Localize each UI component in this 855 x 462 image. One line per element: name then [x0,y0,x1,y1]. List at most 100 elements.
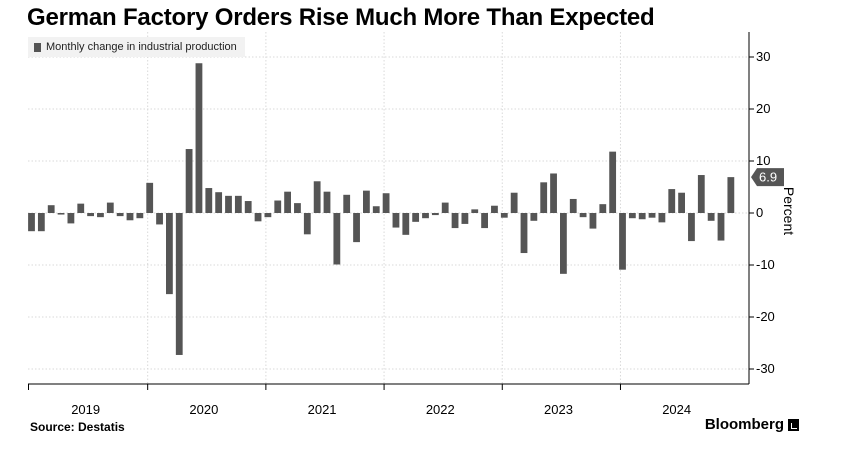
bar [116,213,124,217]
bar [156,213,163,225]
bar [343,194,351,213]
bar [707,213,715,221]
bar [412,213,420,222]
brand-name: Bloomberg [704,416,784,433]
bar [550,173,557,213]
bar [225,195,232,213]
bar [431,213,439,216]
bar [284,191,291,213]
bar [481,213,488,229]
x-tick-label: 2024 [662,402,691,417]
bar [313,181,321,213]
bar [195,63,203,213]
bar [688,213,695,242]
x-axis: 2019 2020 2021 2022 2023 2024 [28,383,749,417]
bar [569,198,577,213]
bar [106,202,114,213]
bar [500,213,508,218]
bar [638,213,646,220]
bar [294,203,301,213]
x-tick-label: 2022 [426,402,455,417]
bar [126,213,134,221]
bar [37,213,45,232]
bar [678,192,685,213]
y-tick-label: 20 [756,101,770,116]
bar [363,190,370,213]
legend: Monthly change in industrial production [28,37,245,57]
bar [254,213,262,222]
callout-box [751,168,784,187]
x-tick-label: 2020 [189,402,218,417]
bar [47,205,55,213]
bar [28,213,35,232]
bar [234,195,242,213]
bar [461,213,469,224]
callout-value: 6.9 [759,170,777,185]
bar [648,213,656,218]
legend-swatch [34,42,41,52]
bar [520,213,528,254]
bar [540,182,548,213]
bar [599,204,607,213]
y-axis-title: Percent [781,187,797,235]
bar [166,213,173,295]
y-axis: 30 20 10 0 -10 -20 -30 Percent [748,32,797,384]
x-tick-label: 2023 [544,402,573,417]
bar [717,213,725,241]
y-tick-label: 0 [756,205,763,220]
bar [205,188,213,213]
bar [353,213,360,243]
bar [658,213,666,223]
bar [333,213,341,265]
bar [402,213,410,235]
bar [185,149,193,213]
bar [609,151,617,213]
chart-title: German Factory Orders Rise Much More Tha… [27,4,655,31]
bloomberg-mark-icon [788,418,799,431]
bar [264,213,272,218]
bar [422,213,429,219]
bar [77,203,85,213]
bar [530,213,538,221]
bar [579,213,587,218]
legend-label: Monthly change in industrial production [46,41,237,53]
x-tick-label: 2019 [71,402,100,417]
bar [619,213,626,270]
bar [392,213,400,228]
y-tick-label: -10 [756,257,775,272]
bloomberg-logo: Bloomberg [705,416,799,433]
y-tick-label: -20 [756,309,775,324]
bar [215,192,223,213]
bar [136,213,144,219]
bar [491,205,498,213]
y-tick-label: -30 [756,361,775,376]
last-value-callout: 6.9 [751,168,784,187]
bar [323,191,331,213]
bar [146,182,154,213]
bar [244,201,252,213]
y-tick-label: 30 [756,49,770,64]
bar [697,175,705,213]
bar [382,193,390,213]
bars [28,63,735,355]
bar [668,189,676,213]
bar [451,213,459,229]
bar [471,209,479,213]
bar [441,202,449,213]
bar [274,200,282,213]
bar [628,213,636,219]
bar [97,213,104,218]
bar [175,213,183,355]
x-tick-label: 2021 [308,402,337,417]
bar [67,213,75,224]
bar [560,213,567,274]
bar [57,213,65,215]
y-tick-label: 10 [756,153,770,168]
bar [87,213,94,217]
bar [510,192,518,213]
bar [303,213,311,235]
bar [589,213,597,229]
bar [372,206,380,213]
bar [727,177,735,213]
